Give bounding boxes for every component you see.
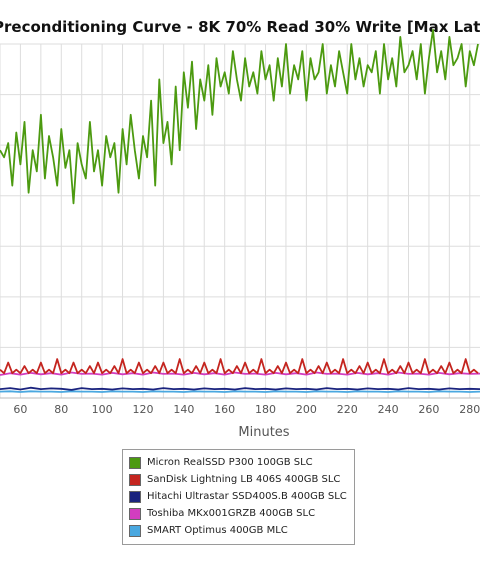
legend-label: Toshiba MKx001GRZB 400GB SLC bbox=[147, 508, 316, 519]
legend-item: SanDisk Lightning LB 406S 400GB SLC bbox=[129, 471, 354, 488]
legend-swatch bbox=[129, 490, 141, 503]
x-tick-label: 140 bbox=[173, 403, 194, 416]
x-tick-label: 220 bbox=[337, 403, 358, 416]
series-lines bbox=[0, 28, 480, 393]
x-tick-label: 200 bbox=[296, 403, 317, 416]
series-line bbox=[0, 358, 479, 375]
chart-title: Preconditioning Curve - 8K 70% Read 30% … bbox=[0, 18, 480, 36]
legend-swatch bbox=[129, 524, 141, 537]
x-axis-label: Minutes bbox=[238, 425, 289, 440]
legend-swatch bbox=[129, 473, 141, 486]
x-tick-label: 160 bbox=[214, 403, 235, 416]
x-tick-label: 100 bbox=[92, 403, 113, 416]
line-chart: 60 80 100 120 140 160 180 200 220 240 260 280 Minut… bbox=[0, 28, 480, 440]
legend-label: SanDisk Lightning LB 406S 400GB SLC bbox=[147, 474, 341, 485]
series-line bbox=[0, 386, 480, 391]
x-tick-label: 260 bbox=[418, 403, 439, 416]
series-line bbox=[0, 390, 480, 393]
legend-item: Hitachi Ultrastar SSD400S.B 400GB SLC bbox=[129, 488, 354, 505]
series-line bbox=[0, 28, 479, 205]
x-tick-label: 280 bbox=[459, 403, 480, 416]
legend-label: Hitachi Ultrastar SSD400S.B 400GB SLC bbox=[147, 491, 347, 502]
x-tick-label: 240 bbox=[378, 403, 399, 416]
x-tick-label: 120 bbox=[132, 403, 153, 416]
legend-item: Micron RealSSD P300 100GB SLC bbox=[129, 454, 354, 471]
x-tick-label: 80 bbox=[54, 403, 68, 416]
legend-label: Micron RealSSD P300 100GB SLC bbox=[147, 457, 313, 468]
legend-item: Toshiba MKx001GRZB 400GB SLC bbox=[129, 505, 354, 522]
x-tick-label: 180 bbox=[255, 403, 276, 416]
x-tick-label: 60 bbox=[13, 403, 27, 416]
x-tick-labels: 60 80 100 120 140 160 180 200 220 240 260 280 bbox=[13, 403, 480, 416]
legend-swatch bbox=[129, 456, 141, 469]
grid-lines bbox=[0, 43, 480, 399]
legend: Micron RealSSD P300 100GB SLC SanDisk Lig… bbox=[122, 449, 355, 545]
legend-label: SMART Optimus 400GB MLC bbox=[147, 525, 288, 536]
legend-swatch bbox=[129, 507, 141, 520]
legend-item: SMART Optimus 400GB MLC bbox=[129, 522, 354, 539]
